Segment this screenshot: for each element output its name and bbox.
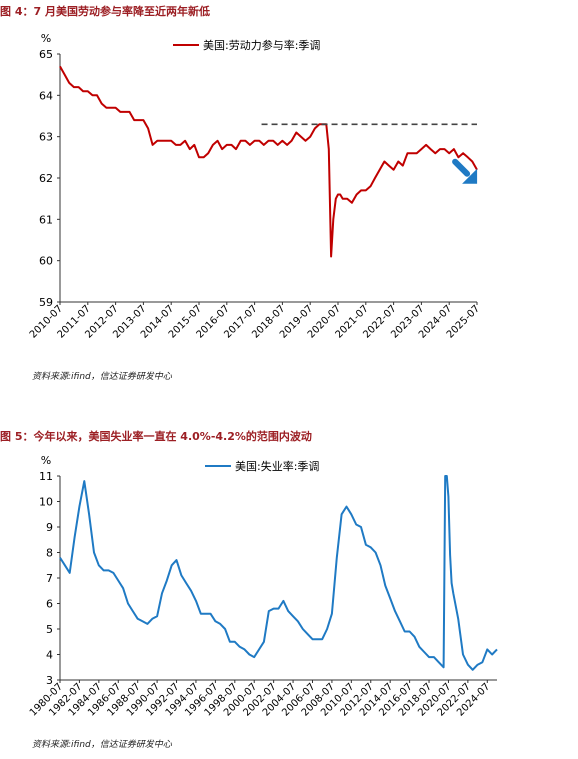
chart1-y-tick-label: 59	[39, 296, 53, 309]
chart2-y-tick-label: 8	[46, 547, 53, 560]
chart2-series-line	[59, 475, 498, 671]
chart1-y-tick-label: 63	[39, 131, 53, 144]
chart1-trend-arrow-shaft	[452, 158, 471, 177]
chart1-y-tick-label: 65	[39, 48, 53, 61]
chart1-y-tick-label: 64	[39, 89, 53, 102]
chart2-legend-label: 美国:失业率:季调	[235, 459, 319, 473]
chart2-y-tick-label: 11	[39, 470, 53, 483]
chart1-y-unit-label: %	[41, 32, 51, 45]
figure1-source: 资料来源:ifind，信达证券研发中心	[32, 372, 172, 382]
chart2-y-unit-label: %	[41, 454, 51, 467]
chart1-legend-label: 美国:劳动力参与率:季调	[203, 38, 320, 52]
chart1-trend-arrow-head	[462, 168, 478, 184]
figure2-source: 资料来源:ifind，信达证券研发中心	[32, 740, 172, 750]
chart2-y-tick-label: 5	[46, 623, 53, 636]
chart2-y-tick-label: 7	[46, 572, 53, 585]
chart1-y-tick-label: 61	[39, 213, 53, 226]
chart2-unemployment-rate: %345678910111980-071982-071984-071986-07…	[28, 454, 498, 719]
chart1-y-tick-label: 62	[39, 172, 53, 185]
chart1-series-line	[59, 65, 478, 258]
chart2-y-tick-label: 3	[46, 674, 53, 687]
chart1-y-tick-label: 60	[39, 255, 53, 268]
chart1-labor-participation: %596061626364652010-072011-072012-072013…	[28, 32, 482, 341]
figure1-title: 图 4：7 月美国劳动参与率降至近两年新低	[0, 5, 210, 18]
chart2-y-tick-label: 10	[39, 496, 53, 509]
chart2-y-tick-label: 9	[46, 521, 53, 534]
chart2-y-tick-label: 4	[46, 649, 53, 662]
figure2-title: 图 5：今年以来，美国失业率一直在 4.0%-4.2%的范围内波动	[0, 430, 312, 443]
chart2-y-tick-label: 6	[46, 598, 53, 611]
